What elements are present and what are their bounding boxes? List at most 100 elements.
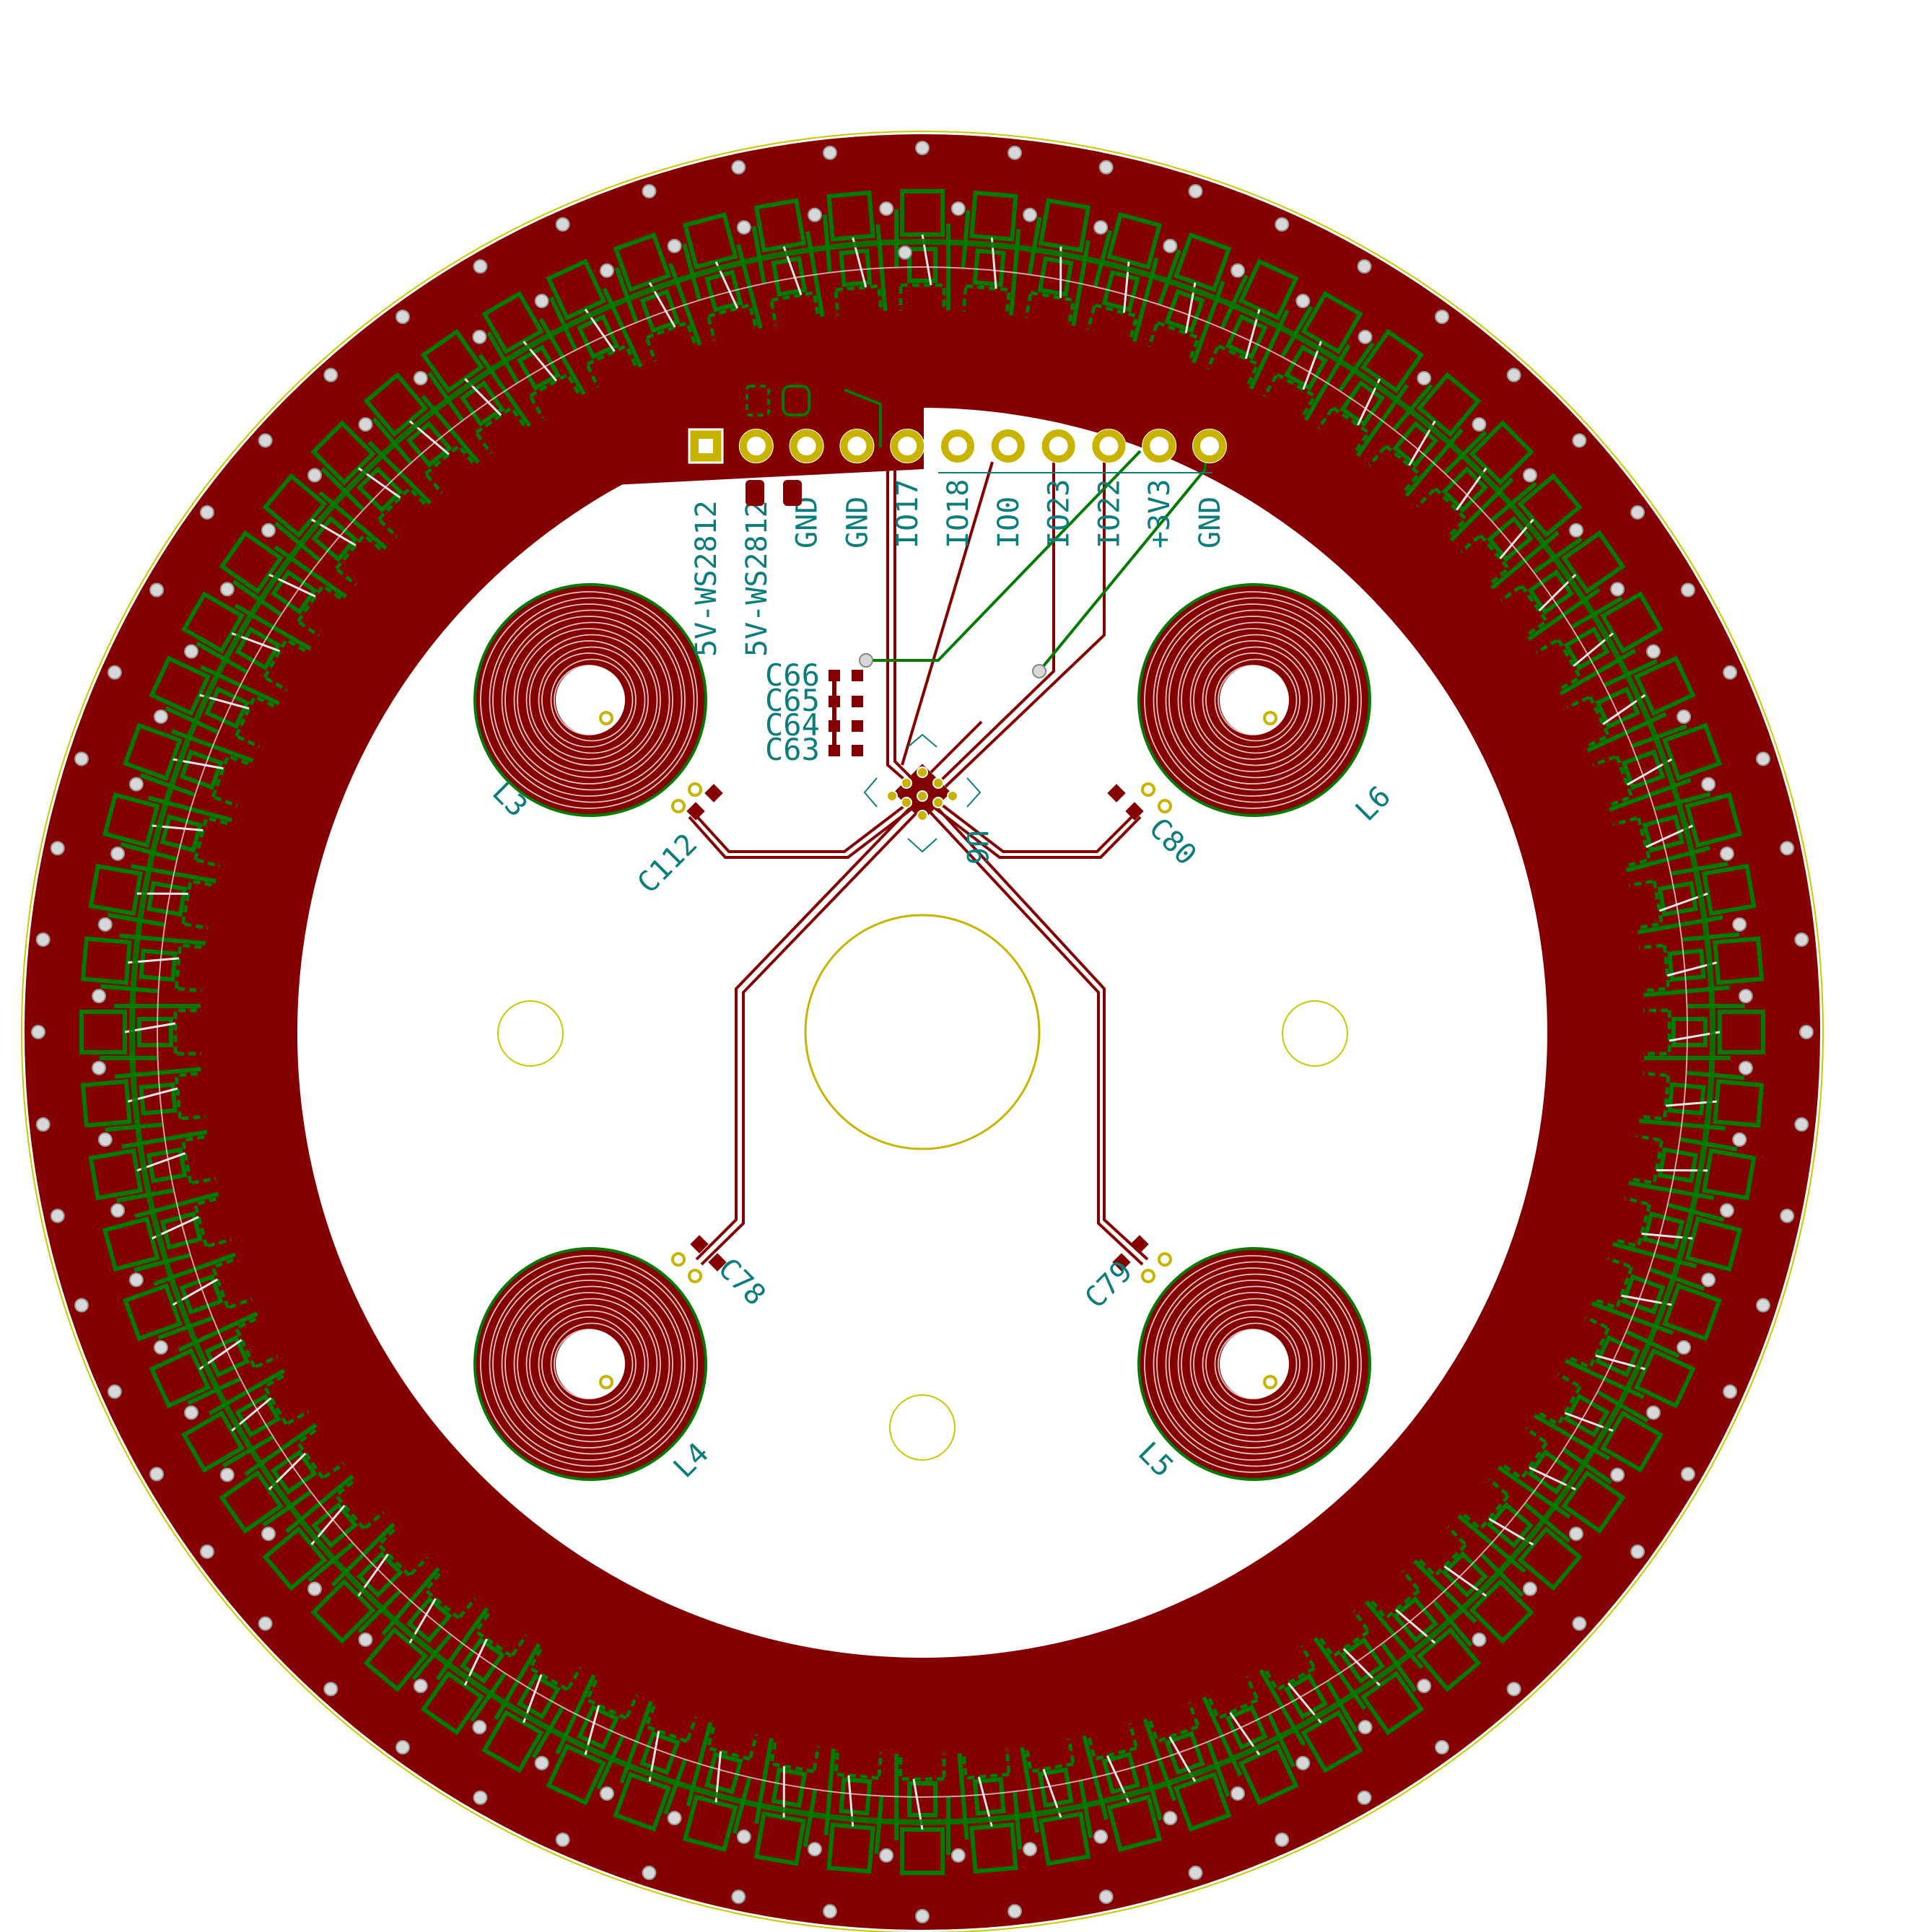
- via: [1719, 846, 1734, 861]
- via: [1275, 1832, 1290, 1848]
- via: [413, 370, 428, 385]
- header-pin: [1193, 429, 1226, 463]
- via: [1645, 1405, 1661, 1420]
- via: [1732, 917, 1747, 932]
- via: [472, 1720, 487, 1735]
- via: [1572, 1616, 1587, 1631]
- via: [1723, 665, 1738, 680]
- via: [555, 1832, 570, 1848]
- via: [307, 1581, 323, 1596]
- via: [731, 159, 746, 175]
- via: [323, 1682, 338, 1697]
- ic-u6: U6: [863, 733, 993, 865]
- perimeter-vias: [31, 141, 1814, 1923]
- via: [807, 1842, 822, 1857]
- via: [358, 417, 373, 432]
- via: [1163, 238, 1178, 253]
- via: [807, 207, 822, 222]
- board-center-cutout: [297, 408, 1547, 1658]
- via: [307, 468, 323, 483]
- via: [667, 1811, 682, 1826]
- via: [261, 523, 276, 538]
- cap-label: C65: [765, 683, 820, 718]
- via: [1435, 309, 1450, 324]
- via: [1506, 367, 1521, 383]
- via: [413, 1679, 428, 1694]
- ic-u6-outline: [863, 733, 982, 853]
- via: [323, 367, 338, 383]
- via: [97, 917, 113, 932]
- ic-label: U6: [960, 830, 993, 865]
- mounting-hole-right: [1282, 1000, 1348, 1067]
- via: [599, 1786, 614, 1801]
- header-pin-label: +3V3: [1143, 479, 1176, 548]
- via: [736, 220, 751, 235]
- via: [859, 653, 873, 668]
- via: [1295, 294, 1311, 309]
- via: [92, 989, 107, 1004]
- via: [950, 1848, 966, 1863]
- via: [822, 1904, 837, 1919]
- header-pin-label: GND: [841, 497, 874, 548]
- coil-spiral: [1137, 1247, 1371, 1481]
- via: [950, 201, 966, 217]
- via: [1032, 664, 1046, 678]
- header-pin-label: GND: [1194, 497, 1227, 548]
- via: [153, 1340, 168, 1355]
- via: [898, 245, 912, 260]
- cap-label: C63: [765, 732, 820, 767]
- via: [50, 1208, 65, 1223]
- via: [599, 263, 614, 278]
- via: [642, 183, 657, 198]
- led-cell: [1363, 372, 1482, 500]
- via: [1610, 582, 1625, 597]
- via: [153, 709, 168, 724]
- via: [731, 1889, 746, 1905]
- via: [184, 644, 199, 659]
- via: [358, 1632, 373, 1647]
- header-labels: 5V-WS2812 5V-WS2812 GND GND IO17 IO18 IO0 IO23 I…: [690, 479, 1227, 657]
- via: [473, 1790, 488, 1805]
- via: [1680, 582, 1695, 598]
- led-cell: [1145, 232, 1232, 369]
- cap-stack-labels: C66 C65 C64 C63: [765, 657, 820, 767]
- via: [534, 294, 549, 309]
- header-pin-label: 5V-WS2812: [690, 500, 723, 657]
- mounting-hole-left: [497, 1000, 564, 1067]
- via: [258, 433, 273, 448]
- board-edge: [21, 131, 1824, 1932]
- via: [915, 1909, 930, 1923]
- header-pad-c: [746, 385, 770, 416]
- via: [261, 1526, 276, 1542]
- via: [50, 841, 65, 856]
- header-pin-label: IO0: [992, 497, 1026, 548]
- via: [74, 1298, 89, 1313]
- led-cell: [1607, 1194, 1743, 1272]
- via: [395, 309, 410, 324]
- via: [1610, 1467, 1625, 1482]
- via: [534, 1755, 549, 1770]
- via: [1756, 751, 1771, 766]
- via: [199, 1544, 214, 1560]
- coil-cap-c78: C78: [671, 1235, 772, 1312]
- via: [915, 141, 930, 155]
- led-cell: [1411, 1521, 1534, 1644]
- cap-label: C64: [765, 707, 820, 743]
- via: [128, 1272, 144, 1288]
- via: [1780, 841, 1795, 856]
- led-cell: [1494, 1422, 1626, 1534]
- via: [35, 932, 51, 947]
- via: [473, 259, 488, 274]
- via: [258, 1616, 273, 1631]
- mounting-hole-bottom: [889, 1394, 956, 1461]
- led-cell: [481, 1639, 585, 1774]
- via: [1472, 417, 1487, 432]
- via: [1357, 259, 1372, 274]
- via: [1163, 1811, 1178, 1826]
- via: [1677, 709, 1692, 724]
- via: [1023, 1842, 1038, 1857]
- header-pad-d: [782, 385, 810, 416]
- via: [107, 1384, 122, 1399]
- cap-stack-pads: [829, 670, 863, 756]
